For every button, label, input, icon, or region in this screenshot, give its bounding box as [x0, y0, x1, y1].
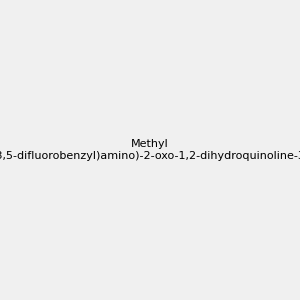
Text: Methyl 8-chloro-4-((3,5-difluorobenzyl)amino)-2-oxo-1,2-dihydroquinoline-3-carbo: Methyl 8-chloro-4-((3,5-difluorobenzyl)a… — [0, 139, 300, 161]
